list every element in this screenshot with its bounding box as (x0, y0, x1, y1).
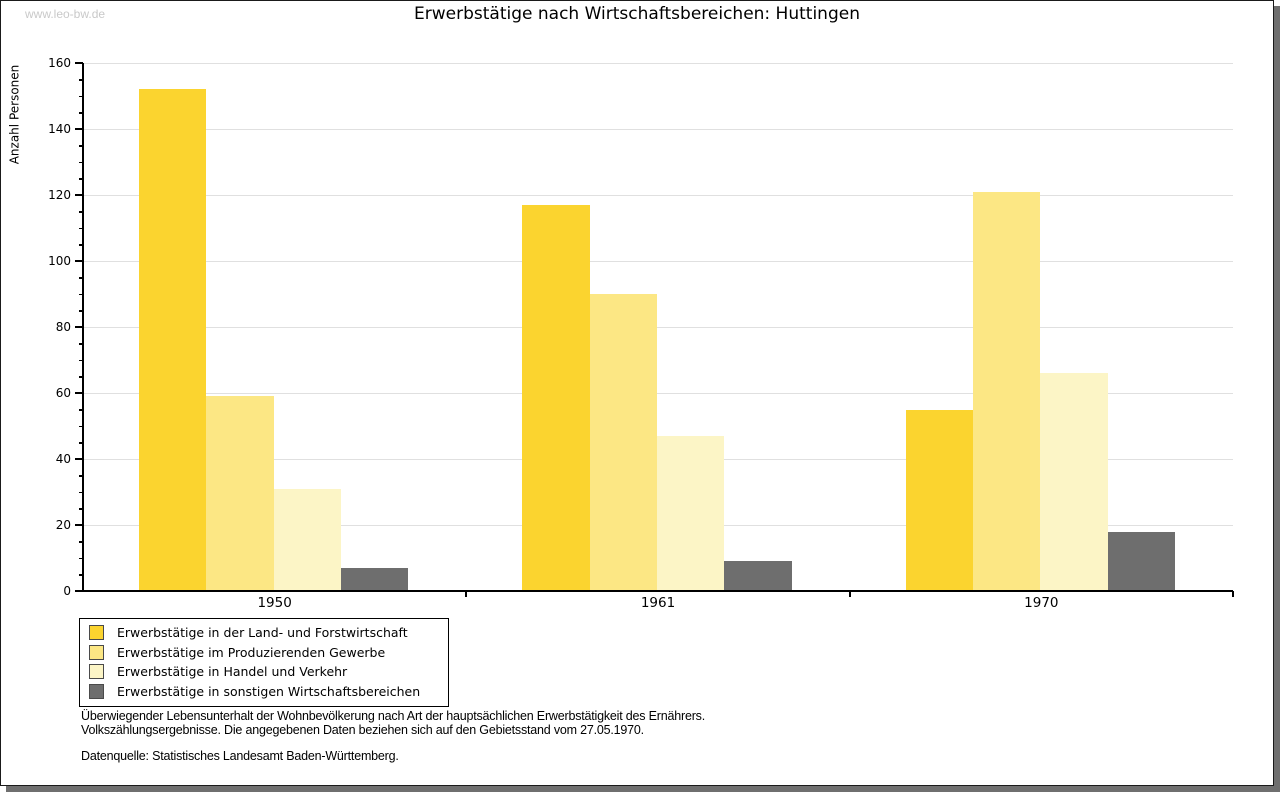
y-tick-label-100: 100 (48, 254, 71, 268)
y-tick-120 (75, 194, 83, 196)
y-minor-tick (79, 277, 83, 279)
y-tick-80 (75, 326, 83, 328)
legend-row-2: Erwerbstätige im Produzierenden Gewerbe (80, 643, 448, 663)
y-tick-140 (75, 128, 83, 130)
legend: Erwerbstätige in der Land- und Forstwirt… (79, 618, 449, 707)
y-minor-tick (79, 178, 83, 180)
y-minor-tick (79, 541, 83, 543)
gridline-80 (83, 327, 1233, 328)
x-category-label-1970: 1970 (1024, 595, 1059, 611)
bar-1970-series2 (972, 191, 1041, 591)
legend-row-4: Erwerbstätige in sonstigen Wirtschaftsbe… (80, 682, 448, 702)
y-tick-label-160: 160 (48, 56, 71, 70)
legend-swatch-4 (89, 683, 104, 699)
x-tick (465, 591, 468, 597)
legend-label-3: Erwerbstätige in Handel und Verkehr (117, 664, 348, 680)
y-tick-100 (75, 260, 83, 262)
x-category-label-1950: 1950 (257, 595, 292, 611)
legend-row-3: Erwerbstätige in Handel und Verkehr (80, 662, 448, 682)
footnote: Überwiegender Lebensunterhalt der Wohnbe… (81, 709, 705, 763)
y-minor-tick (79, 425, 83, 427)
y-minor-tick (79, 343, 83, 345)
y-tick-160 (75, 62, 83, 64)
bar-1961-series3 (656, 435, 725, 591)
y-tick-label-140: 140 (48, 122, 71, 136)
y-minor-tick (79, 508, 83, 510)
footnote-line-1: Überwiegender Lebensunterhalt der Wohnbe… (81, 709, 705, 723)
y-tick-label-80: 80 (55, 320, 71, 334)
y-minor-tick (79, 409, 83, 411)
x-axis-line (82, 590, 1233, 592)
y-tick-label-40: 40 (55, 452, 71, 466)
gridline-60 (83, 393, 1233, 394)
y-tick-40 (75, 458, 83, 460)
y-minor-tick (79, 95, 83, 97)
bar-1950-series1 (139, 89, 207, 591)
bar-1950-series4 (340, 567, 409, 591)
bar-1961-series1 (522, 204, 590, 591)
y-minor-tick (79, 376, 83, 378)
gridline-100 (83, 261, 1233, 262)
bar-1961-series2 (589, 294, 657, 591)
y-minor-tick (79, 310, 83, 312)
footnote-line-2: Volkszählungsergebnisse. Die angegebenen… (81, 723, 644, 737)
data-source: Datenquelle: Statistisches Landesamt Bad… (81, 749, 399, 763)
legend-label-4: Erwerbstätige in sonstigen Wirtschaftsbe… (117, 683, 421, 699)
bar-1961-series4 (724, 561, 792, 591)
y-tick-label-60: 60 (55, 386, 71, 400)
y-tick-20 (75, 524, 83, 526)
legend-swatch-3 (89, 664, 104, 680)
legend-label-2: Erwerbstätige im Produzierenden Gewerbe (117, 644, 386, 660)
legend-row-1: Erwerbstätige in der Land- und Forstwirt… (80, 623, 448, 643)
y-minor-tick (79, 211, 83, 213)
gridline-120 (83, 195, 1233, 196)
y-minor-tick (79, 574, 83, 576)
legend-label-1: Erwerbstätige in der Land- und Forstwirt… (117, 625, 408, 641)
y-tick-60 (75, 392, 83, 394)
x-tick-end (1232, 591, 1234, 597)
y-minor-tick (79, 293, 83, 295)
y-minor-tick (79, 557, 83, 559)
y-tick-label-0: 0 (63, 584, 71, 598)
chart-title: Erwerbstätige nach Wirtschaftsbereichen:… (414, 4, 860, 24)
y-tick-label-120: 120 (48, 188, 71, 202)
y-minor-tick (79, 442, 83, 444)
y-minor-tick (79, 244, 83, 246)
y-tick-label-20: 20 (55, 518, 71, 532)
y-minor-tick (79, 475, 83, 477)
y-minor-tick (79, 145, 83, 147)
y-minor-tick (79, 79, 83, 81)
y-minor-tick (79, 161, 83, 163)
x-category-label-1961: 1961 (640, 595, 676, 611)
bar-1950-series2 (206, 396, 274, 591)
gridline-160 (83, 63, 1233, 64)
x-tick (848, 591, 851, 597)
y-minor-tick (79, 359, 83, 361)
bar-1970-series1 (905, 409, 973, 591)
y-axis-line (82, 63, 84, 591)
bar-1970-series3 (1040, 373, 1108, 591)
watermark: www.leo-bw.de (25, 7, 106, 21)
y-minor-tick (79, 227, 83, 229)
legend-swatch-2 (89, 644, 104, 660)
legend-swatch-1 (89, 625, 104, 641)
y-minor-tick (79, 112, 83, 114)
bar-1970-series4 (1107, 531, 1175, 591)
bar-1950-series3 (273, 488, 341, 591)
y-tick-0 (75, 590, 83, 592)
y-minor-tick (79, 491, 83, 493)
gridline-140 (83, 129, 1233, 130)
